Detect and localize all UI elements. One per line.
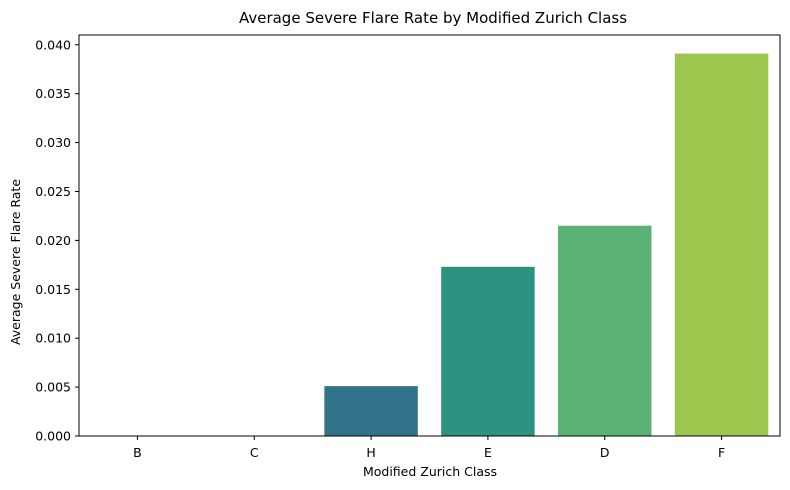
bar-f xyxy=(674,53,769,437)
x-tick-label: E xyxy=(484,445,492,460)
y-tick-label: 0.025 xyxy=(35,184,71,199)
x-axis-label: Modified Zurich Class xyxy=(363,464,497,479)
chart-title: Average Severe Flare Rate by Modified Zu… xyxy=(239,9,627,27)
y-tick-label: 0.035 xyxy=(35,86,71,101)
bars-group xyxy=(324,53,769,437)
bar-d xyxy=(558,225,652,436)
x-tick-label: F xyxy=(718,445,725,460)
y-axis-ticks: 0.000 0.005 0.010 0.015 0.020 0.025 0.030 0.035… xyxy=(35,37,79,444)
x-tick-label: D xyxy=(600,445,610,460)
y-tick-label: 0.000 xyxy=(35,429,71,444)
plot-frame xyxy=(78,34,781,437)
x-tick-label: C xyxy=(250,445,259,460)
bar-h xyxy=(324,386,418,436)
y-tick-label: 0.030 xyxy=(35,135,71,150)
x-tick-label: H xyxy=(366,445,375,460)
x-tick-label: B xyxy=(133,445,142,460)
y-tick-label: 0.015 xyxy=(35,282,71,297)
y-tick-label: 0.010 xyxy=(35,331,71,346)
bar-e xyxy=(441,266,535,436)
y-tick-label: 0.005 xyxy=(35,380,71,395)
y-tick-label: 0.020 xyxy=(35,233,71,248)
y-tick-label: 0.040 xyxy=(35,37,71,52)
y-axis-label: Average Severe Flare Rate xyxy=(8,179,23,345)
